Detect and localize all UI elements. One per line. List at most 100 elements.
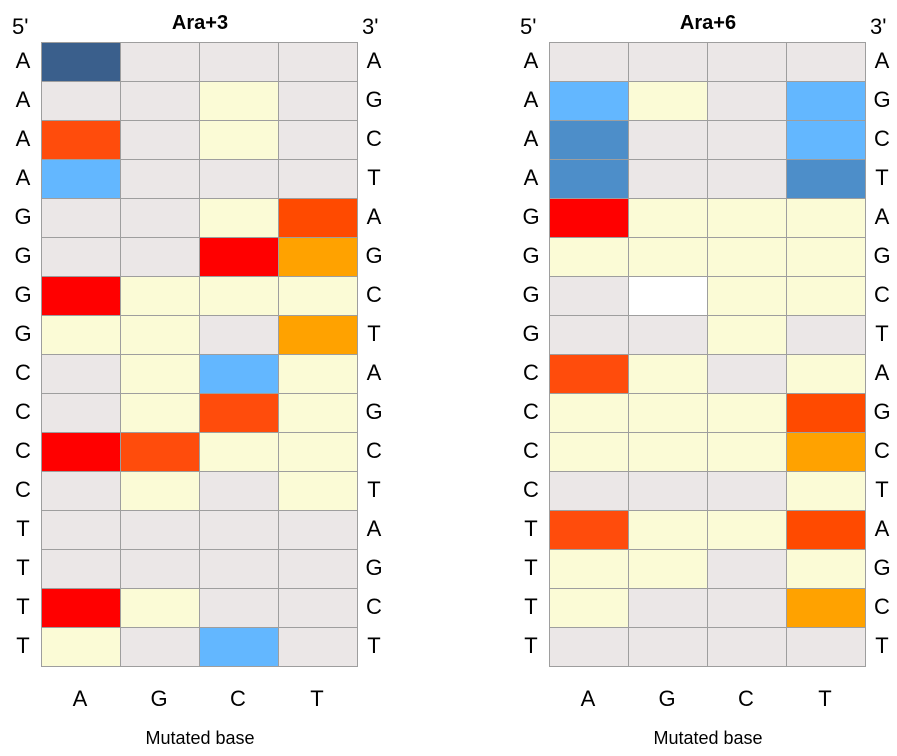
row-label-5prime: T xyxy=(16,633,30,658)
heatmap-cell xyxy=(549,315,629,355)
row-label-3prime: T xyxy=(875,477,889,502)
row-label-3prime: A xyxy=(366,516,382,541)
heatmap-cell xyxy=(199,510,279,550)
row-label-3prime: T xyxy=(367,477,381,502)
heatmap-cell xyxy=(120,510,200,550)
row-label-3prime: T xyxy=(875,321,889,346)
heatmap-cell xyxy=(120,354,200,394)
heatmap-cell xyxy=(628,276,708,316)
heatmap-cell xyxy=(120,198,200,238)
row-label-5prime: C xyxy=(523,438,539,463)
row-label-3prime: T xyxy=(367,321,381,346)
row-label-5prime: G xyxy=(522,243,540,268)
row-label-5prime: A xyxy=(523,87,539,112)
row-label-5prime: A xyxy=(15,126,31,151)
heatmap-cell xyxy=(628,471,708,511)
heatmap-cell xyxy=(549,237,629,277)
heatmap-cell xyxy=(278,354,358,394)
heatmap-cell xyxy=(199,198,279,238)
row-label-5prime: C xyxy=(15,360,31,385)
heatmap-cell xyxy=(199,627,279,667)
column-label: T xyxy=(310,686,324,711)
heatmap-cell xyxy=(786,549,866,589)
five-prime-label: 5' xyxy=(12,14,29,39)
heatmap-cell xyxy=(278,81,358,121)
row-label-5prime: T xyxy=(16,555,30,580)
heatmap-cell xyxy=(120,471,200,511)
heatmap-cell xyxy=(278,42,358,82)
heatmap-cell xyxy=(786,471,866,511)
row-label-3prime: T xyxy=(367,165,381,190)
heatmap-cell xyxy=(199,354,279,394)
heatmap-cell xyxy=(120,393,200,433)
heatmap-cell xyxy=(41,276,121,316)
heatmap-grid xyxy=(549,42,866,667)
row-label-5prime: G xyxy=(14,321,32,346)
heatmap-cell xyxy=(707,549,787,589)
column-label: G xyxy=(658,686,676,711)
heatmap-cell xyxy=(786,510,866,550)
heatmap-cell xyxy=(707,393,787,433)
row-label-3prime: A xyxy=(874,48,890,73)
row-label-3prime: C xyxy=(366,594,382,619)
heatmap-cell xyxy=(199,588,279,628)
heatmap-cell xyxy=(41,432,121,472)
x-axis-label: Mutated base xyxy=(653,728,763,748)
row-label-5prime: C xyxy=(15,477,31,502)
heatmap-cell xyxy=(786,354,866,394)
heatmap-cell xyxy=(120,42,200,82)
heatmap-cell xyxy=(278,198,358,238)
heatmap-cell xyxy=(549,276,629,316)
panel-title: Ara+6 xyxy=(679,12,737,34)
row-label-5prime: T xyxy=(524,594,538,619)
heatmap-cell xyxy=(278,510,358,550)
heatmap-cell xyxy=(120,237,200,277)
heatmap-cell xyxy=(278,120,358,160)
row-label-5prime: G xyxy=(522,282,540,307)
heatmap-cell xyxy=(41,42,121,82)
heatmap-cell xyxy=(549,198,629,238)
row-label-5prime: T xyxy=(16,516,30,541)
row-label-5prime: A xyxy=(15,165,31,190)
heatmap-cell xyxy=(199,276,279,316)
row-label-3prime: G xyxy=(365,87,383,112)
heatmap-cell xyxy=(707,315,787,355)
heatmap-cell xyxy=(707,354,787,394)
heatmap-cell xyxy=(278,237,358,277)
column-label: T xyxy=(818,686,832,711)
heatmap-cell xyxy=(786,237,866,277)
three-prime-label: 3' xyxy=(870,14,887,39)
heatmap-cell xyxy=(628,627,708,667)
heatmap-cell xyxy=(707,432,787,472)
row-label-5prime: C xyxy=(15,399,31,424)
heatmap-cell xyxy=(549,627,629,667)
row-label-5prime: T xyxy=(16,594,30,619)
heatmap-cell xyxy=(199,315,279,355)
heatmap-cell xyxy=(786,627,866,667)
heatmap-cell xyxy=(628,354,708,394)
row-label-3prime: G xyxy=(365,243,383,268)
heatmap-cell xyxy=(549,393,629,433)
heatmap-cell xyxy=(278,627,358,667)
heatmap-cell xyxy=(199,120,279,160)
row-label-3prime: C xyxy=(874,282,890,307)
heatmap-cell xyxy=(41,198,121,238)
heatmap-cell xyxy=(786,81,866,121)
column-label: G xyxy=(150,686,168,711)
heatmap-cell xyxy=(41,81,121,121)
heatmap-cell xyxy=(120,588,200,628)
row-label-3prime: C xyxy=(366,438,382,463)
heatmap-cell xyxy=(786,42,866,82)
three-prime-label: 3' xyxy=(362,14,379,39)
heatmap-cell xyxy=(549,42,629,82)
column-label: A xyxy=(580,686,596,711)
heatmap-cell xyxy=(786,198,866,238)
panel-title: Ara+3 xyxy=(171,12,229,34)
row-label-5prime: A xyxy=(523,126,539,151)
row-label-3prime: A xyxy=(874,204,890,229)
heatmap-cell xyxy=(120,276,200,316)
heatmap-cell xyxy=(628,549,708,589)
